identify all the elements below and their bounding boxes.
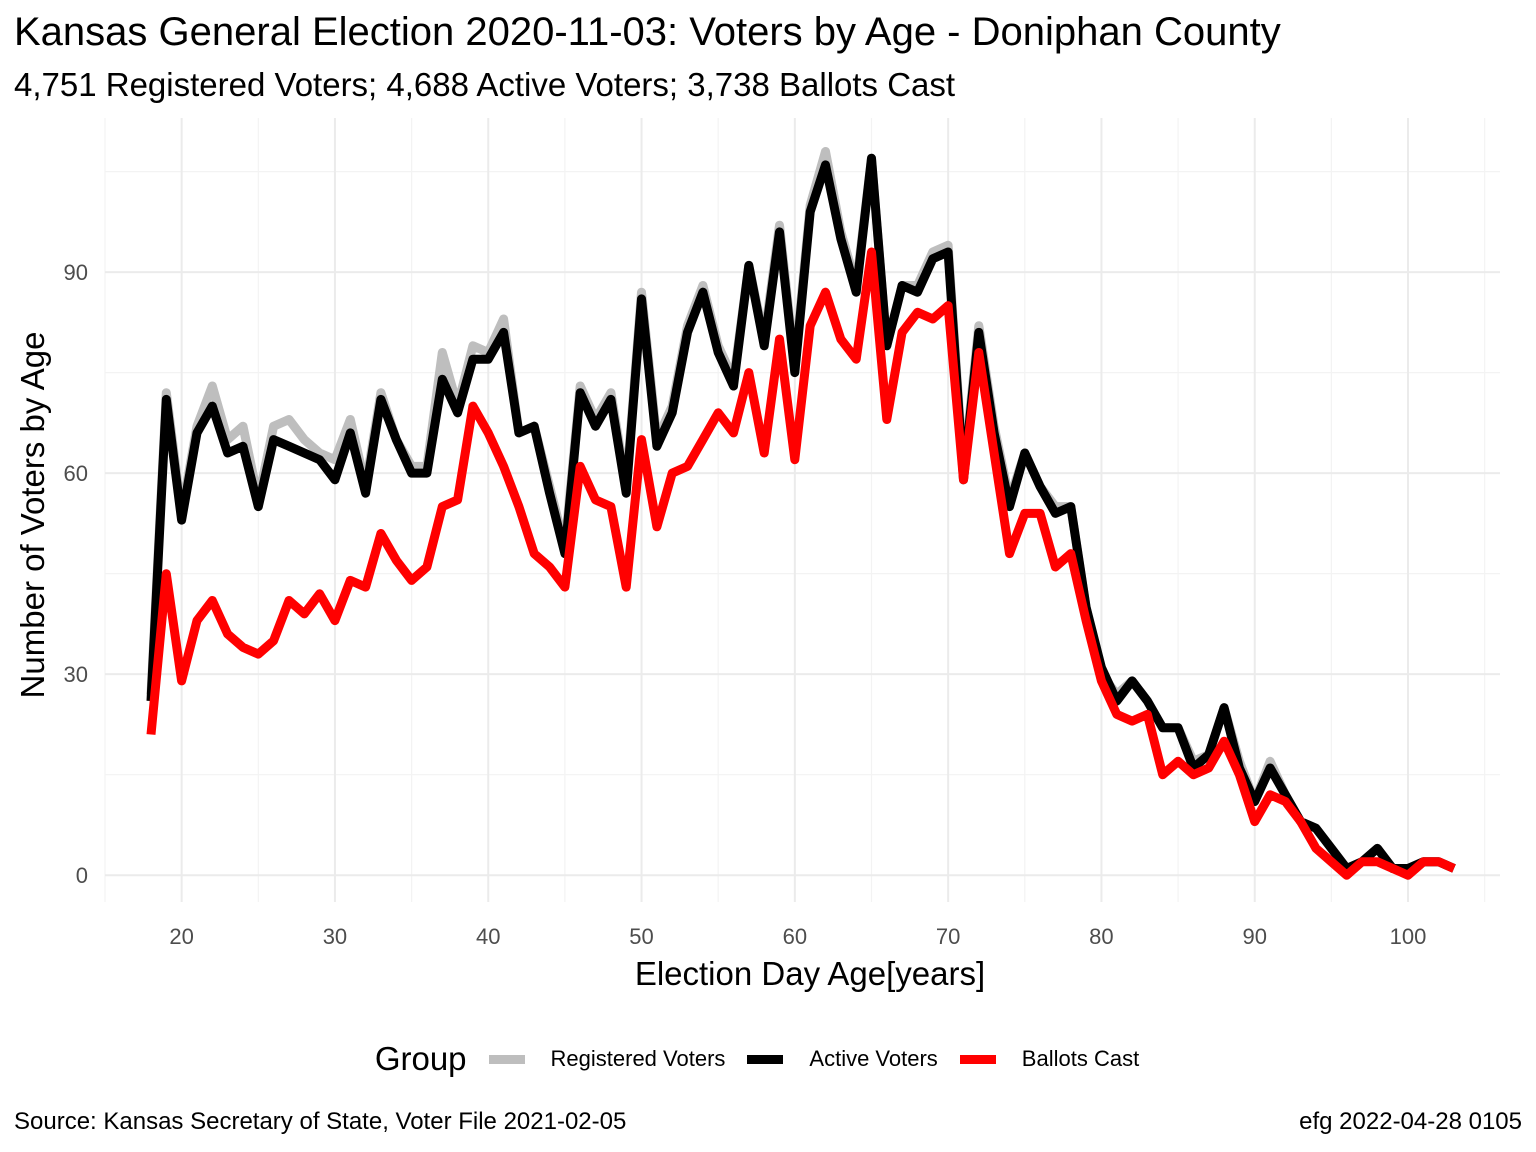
gridlines — [104, 118, 1500, 902]
x-tick-label: 20 — [169, 924, 193, 949]
y-axis-title: Number of Voters by Age — [14, 332, 51, 699]
x-tick-label: 80 — [1089, 924, 1113, 949]
legend-item-registered: Registered Voters — [488, 1046, 726, 1072]
legend-swatch-ballots — [959, 1054, 996, 1064]
y-tick-label: 60 — [64, 461, 88, 486]
y-tick-label: 0 — [76, 863, 88, 888]
x-tick-label: 90 — [1242, 924, 1266, 949]
y-tick-label: 30 — [64, 662, 88, 687]
legend-swatch-registered — [488, 1054, 525, 1064]
chart-subtitle: 4,751 Registered Voters; 4,688 Active Vo… — [14, 66, 956, 103]
x-tick-label: 40 — [476, 924, 500, 949]
series-line-active-voters — [146, 153, 1456, 873]
y-tick-label: 90 — [64, 260, 88, 285]
x-axis-title: Election Day Age[years] — [635, 955, 985, 992]
credit-note: efg 2022-04-28 0105 — [1299, 1108, 1522, 1135]
legend-swatch-active — [747, 1054, 784, 1064]
chart-title: Kansas General Election 2020-11-03: Vote… — [14, 10, 1281, 54]
x-tick-label: 70 — [936, 924, 960, 949]
legend: Group Registered Voters Active Voters Ba… — [0, 1040, 1536, 1078]
legend-label-ballots: Ballots Cast — [1021, 1046, 1140, 1071]
x-tick-label: 50 — [629, 924, 653, 949]
x-tick-label: 30 — [323, 924, 347, 949]
source-note: Source: Kansas Secretary of State, Voter… — [14, 1108, 627, 1135]
legend-label-registered: Registered Voters — [550, 1046, 726, 1071]
series-lines — [146, 147, 1456, 880]
x-tick-label: 100 — [1390, 924, 1427, 949]
axis-ticks: 20 30 40 50 60 70 80 90 100 0 30 60 90 — [64, 260, 1427, 949]
legend-label-active: Active Voters — [809, 1046, 938, 1071]
legend-title: Group — [374, 1040, 467, 1077]
line-chart: 20 30 40 50 60 70 80 90 100 0 30 60 90 Election Day … — [14, 118, 1500, 992]
x-tick-label: 60 — [783, 924, 807, 949]
series-line-ballots-cast — [146, 247, 1456, 880]
legend-item-ballots: Ballots Cast — [959, 1046, 1140, 1072]
legend-item-active: Active Voters — [747, 1046, 938, 1072]
